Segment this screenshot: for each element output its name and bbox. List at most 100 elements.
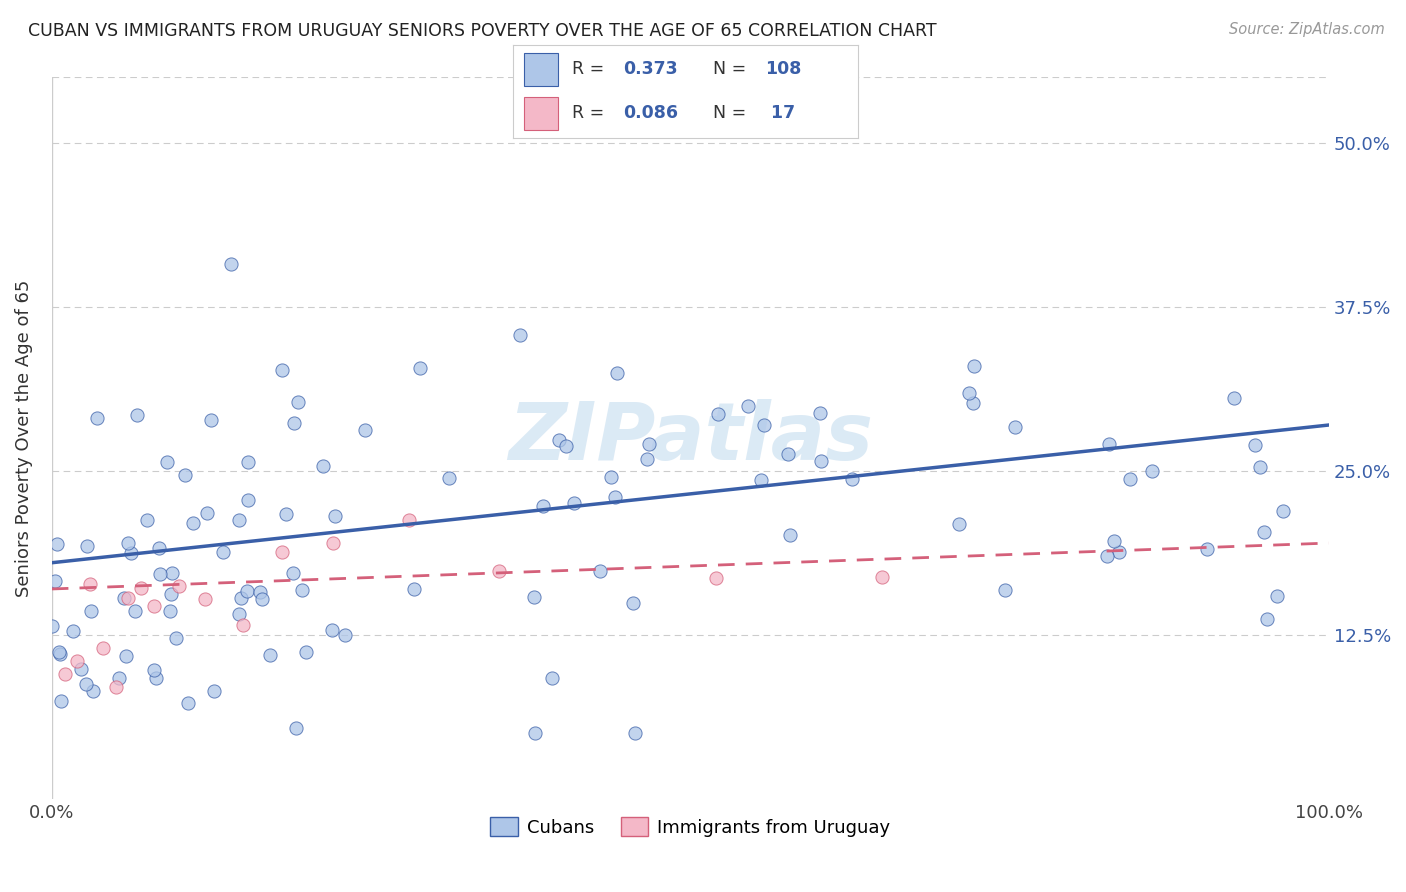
Y-axis label: Seniors Poverty Over the Age of 65: Seniors Poverty Over the Age of 65 <box>15 279 32 597</box>
Point <box>236 454 259 468</box>
Point <box>117 536 139 550</box>
Point <box>236 493 259 508</box>
Point <box>104 681 127 695</box>
Point <box>1256 612 1278 626</box>
Text: Source: ZipAtlas.com: Source: ZipAtlas.com <box>1229 22 1385 37</box>
Point <box>228 607 250 622</box>
Point <box>1223 391 1246 405</box>
Point <box>621 596 644 610</box>
Point <box>870 570 893 584</box>
Point <box>79 577 101 591</box>
Point <box>159 604 181 618</box>
Point <box>129 582 152 596</box>
Text: R =: R = <box>572 104 609 122</box>
Point <box>437 471 460 485</box>
Point <box>70 662 93 676</box>
Point <box>588 564 610 578</box>
Point <box>488 564 510 578</box>
Point <box>523 726 546 740</box>
Point <box>165 632 187 646</box>
Point <box>398 513 420 527</box>
Point <box>606 366 628 380</box>
Point <box>156 455 179 469</box>
Point <box>120 546 142 560</box>
Point <box>117 591 139 605</box>
Point <box>778 447 800 461</box>
Point <box>48 645 70 659</box>
Point <box>142 599 165 613</box>
Text: ZIPatlas: ZIPatlas <box>508 399 873 477</box>
Point <box>1195 541 1218 556</box>
Point <box>62 624 84 638</box>
FancyBboxPatch shape <box>523 53 558 86</box>
Text: N =: N = <box>713 61 752 78</box>
Text: R =: R = <box>572 61 609 78</box>
Legend: Cubans, Immigrants from Uruguay: Cubans, Immigrants from Uruguay <box>484 810 897 844</box>
Point <box>704 571 727 585</box>
Point <box>127 409 149 423</box>
Point <box>276 507 298 521</box>
Text: 0.086: 0.086 <box>623 104 679 122</box>
Point <box>354 423 377 437</box>
Point <box>994 583 1017 598</box>
Point <box>202 684 225 698</box>
Point <box>229 591 252 605</box>
Point <box>114 648 136 663</box>
Point <box>541 671 564 685</box>
Point <box>1265 589 1288 603</box>
Point <box>75 677 97 691</box>
Point <box>402 582 425 597</box>
Point <box>333 628 356 642</box>
Point <box>600 470 623 484</box>
Point <box>636 451 658 466</box>
Point <box>638 436 661 450</box>
Point <box>212 544 235 558</box>
Point <box>737 399 759 413</box>
Point <box>219 257 242 271</box>
Point <box>523 590 546 604</box>
Point <box>1253 524 1275 539</box>
Point <box>270 363 292 377</box>
Point <box>624 726 647 740</box>
Point <box>749 474 772 488</box>
Point <box>1004 420 1026 434</box>
Point <box>169 579 191 593</box>
Point <box>232 618 254 632</box>
Point <box>181 516 204 530</box>
Point <box>1243 437 1265 451</box>
Text: 108: 108 <box>765 61 801 78</box>
Point <box>283 417 305 431</box>
Point <box>195 506 218 520</box>
Point <box>841 472 863 486</box>
Point <box>547 433 569 447</box>
Point <box>754 417 776 432</box>
Point <box>1108 545 1130 559</box>
Point <box>148 541 170 555</box>
Point <box>76 539 98 553</box>
Point <box>252 591 274 606</box>
Point <box>1098 437 1121 451</box>
Point <box>312 458 335 473</box>
Point <box>323 508 346 523</box>
Point <box>249 585 271 599</box>
Point <box>605 490 627 504</box>
Point <box>228 513 250 527</box>
FancyBboxPatch shape <box>523 97 558 130</box>
Point <box>290 582 312 597</box>
Point <box>810 454 832 468</box>
Point <box>49 647 72 661</box>
Point <box>173 467 195 482</box>
Point <box>49 694 72 708</box>
Point <box>322 536 344 550</box>
Point <box>259 648 281 662</box>
Text: 17: 17 <box>765 104 794 122</box>
Point <box>46 537 69 551</box>
Point <box>959 386 981 401</box>
Point <box>779 527 801 541</box>
Point <box>1142 464 1164 478</box>
Point <box>564 496 586 510</box>
Point <box>236 583 259 598</box>
Point <box>1119 472 1142 486</box>
Point <box>808 405 831 419</box>
Point <box>554 439 576 453</box>
